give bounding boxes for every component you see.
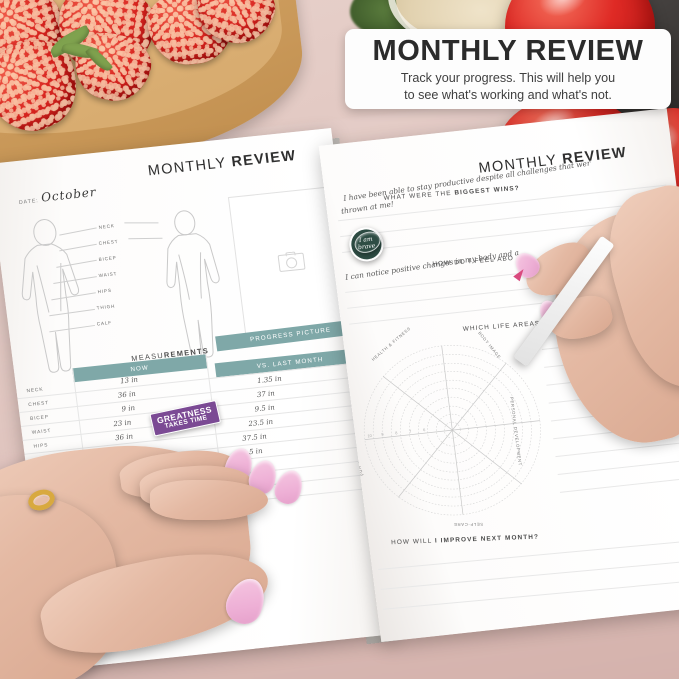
- ruled-line: [555, 440, 679, 458]
- svg-text:10: 10: [367, 433, 373, 439]
- row-label-hips: HIPS: [33, 443, 49, 450]
- ruled-line: [383, 578, 679, 610]
- measurement-vs-value[interactable]: 37 in: [256, 389, 276, 400]
- date-label: DATE:: [18, 197, 39, 207]
- finger-ring: [150, 480, 268, 520]
- ruled-line: [557, 458, 679, 476]
- ruled-line: [559, 476, 679, 493]
- measurement-now-value[interactable]: 13 in: [119, 375, 139, 386]
- body-diagram-side: [166, 210, 220, 359]
- measurement-now-value[interactable]: 23 in: [112, 418, 132, 429]
- svg-text:6: 6: [423, 427, 427, 432]
- banner-subtitle-line1: Track your progress. This will help you: [400, 71, 616, 86]
- svg-text:9: 9: [381, 432, 385, 437]
- measurement-vs-value[interactable]: 1.35 in: [256, 374, 283, 386]
- left-page-title: MONTHLY REVIEW: [147, 147, 298, 180]
- callout-line: [124, 222, 159, 224]
- measurement-now-value[interactable]: 36 in: [117, 389, 137, 400]
- apple-highlight: [532, 0, 595, 25]
- date-field[interactable]: DATE:October: [18, 184, 98, 207]
- banner-title: MONTHLY REVIEW: [372, 35, 644, 67]
- svg-text:8: 8: [395, 430, 399, 435]
- row-label-waist: WAIST: [31, 428, 52, 436]
- question-improve-next-month: HOW WILL I IMPROVE NEXT MONTH?: [390, 533, 540, 547]
- row-label-bicep: BICEP: [29, 415, 50, 422]
- body-label-calf: CALF: [96, 319, 113, 327]
- measurement-now-value[interactable]: 36 in: [114, 432, 134, 443]
- svg-text:7: 7: [409, 429, 413, 434]
- title-banner: MONTHLY REVIEW Track your progress. This…: [345, 29, 671, 109]
- body-label-hips: HIPS: [97, 287, 113, 295]
- camera-icon: [277, 252, 306, 273]
- wheel-label-self-care: SELF-CARE: [453, 521, 484, 528]
- body-label-chest: CHEST: [98, 238, 119, 246]
- measurement-vs-value[interactable]: 23.5 in: [248, 417, 274, 429]
- body-label-bicep: BICEP: [98, 255, 117, 262]
- greatness-takes-time-sticker[interactable]: GREATNESS TAKES TIME: [149, 400, 222, 437]
- life-areas-wheel-chart[interactable]: 10 9 8 7 6: [348, 330, 556, 531]
- measurement-vs-value[interactable]: 9.5 in: [254, 403, 276, 414]
- body-label-waist: WAIST: [98, 271, 118, 279]
- journal-right-page: MONTHLY REVIEW WHAT WERE THE BIGGEST WIN…: [318, 108, 679, 643]
- measurement-vs-value[interactable]: 37.5 in: [241, 432, 268, 443]
- body-label-thigh: THIGH: [96, 303, 116, 311]
- banner-subtitle-line2: to see what's working and what's not.: [404, 87, 612, 102]
- body-label-neck: NECK: [98, 223, 116, 230]
- date-value: October: [40, 184, 98, 205]
- measurement-now-value[interactable]: 9 in: [121, 404, 136, 414]
- journal-left-page: MONTHLY REVIEW DATE:October: [0, 128, 395, 671]
- row-label-chest: CHEST: [28, 400, 50, 409]
- open-journal: MONTHLY REVIEW DATE:October: [0, 108, 679, 671]
